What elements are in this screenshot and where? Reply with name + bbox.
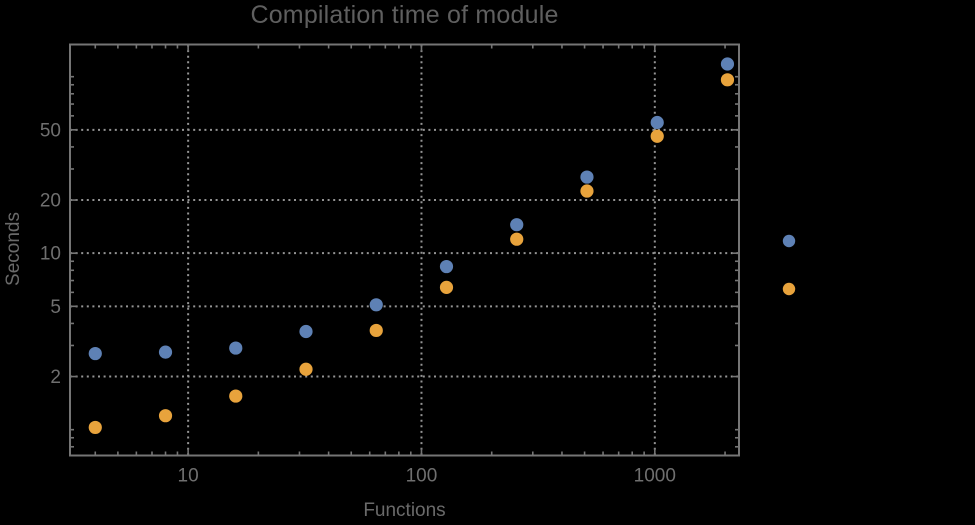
data-point-series-2-orange [720,73,735,87]
y-tick-label: 5 [50,297,61,318]
legend-marker-series-2-orange [782,282,796,296]
legend-marker-series-1-blue [782,234,796,248]
y-tick-label: 50 [40,120,61,141]
data-point-series-2-orange [229,389,243,403]
data-point-series-2-orange [158,409,173,423]
x-axis-label: Functions [363,500,446,521]
y-tick-label: 20 [40,191,61,212]
y-axis-label: Seconds [3,212,24,286]
chart-title: Compilation time of module [250,1,559,29]
data-point-series-2-orange [510,232,524,246]
data-point-series-1-blue [439,259,454,274]
y-tick-label: 2 [50,367,61,388]
data-point-series-2-orange [650,129,664,143]
data-point-series-2-orange [299,362,313,376]
data-point-series-2-orange [369,323,383,338]
plot-frame [69,43,740,457]
data-point-series-1-blue [650,115,664,130]
data-point-series-2-orange [439,280,454,294]
data-point-series-1-blue [720,57,735,71]
data-point-series-1-blue [510,218,524,232]
data-point-series-2-orange [88,420,102,435]
y-tick-label: 10 [40,244,61,265]
data-point-series-1-blue [580,170,594,184]
data-point-series-1-blue [299,324,313,339]
x-tick-label: 10 [178,466,199,487]
data-point-series-1-blue [369,298,383,312]
data-point-series-1-blue [88,346,102,361]
data-point-series-1-blue [158,345,173,359]
data-point-series-1-blue [229,341,243,355]
x-tick-label: 100 [406,466,438,487]
data-point-series-2-orange [580,184,594,198]
x-tick-label: 1000 [634,466,676,487]
